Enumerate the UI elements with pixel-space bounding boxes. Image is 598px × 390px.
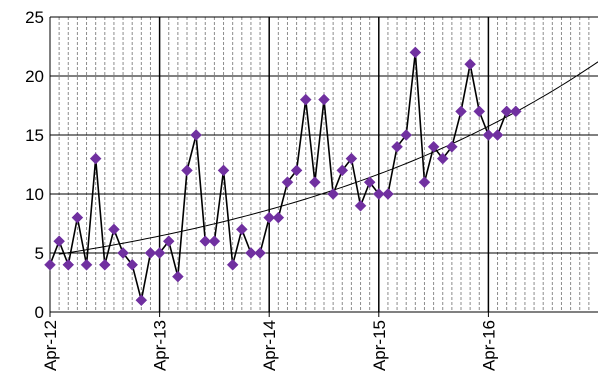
- data-point: [418, 176, 431, 189]
- data-point: [464, 58, 476, 71]
- data-point: [473, 105, 486, 118]
- x-tick-label: Apr-16: [479, 320, 498, 371]
- y-tick-label: 5: [35, 244, 44, 263]
- data-point: [427, 140, 440, 153]
- y-tick-label: 15: [25, 126, 44, 145]
- data-point: [263, 211, 276, 224]
- data-point: [272, 211, 285, 224]
- data-point: [482, 129, 495, 141]
- data-point: [290, 164, 303, 177]
- data-point: [345, 152, 358, 165]
- data-point: [446, 140, 458, 153]
- x-tick-label: Apr-15: [370, 320, 389, 371]
- data-point: [327, 188, 339, 200]
- data-point: [62, 258, 75, 271]
- data-point: [372, 188, 385, 200]
- y-tick-label: 0: [35, 303, 44, 322]
- data-point: [126, 258, 139, 271]
- data-point: [199, 235, 212, 248]
- y-tick-label: 10: [25, 185, 44, 204]
- x-tick-label: Apr-13: [151, 320, 170, 371]
- data-point: [208, 235, 221, 248]
- data-point: [318, 93, 330, 106]
- data-point: [309, 176, 321, 189]
- data-point: [80, 258, 93, 271]
- data-point: [44, 258, 56, 271]
- data-point: [226, 258, 239, 271]
- data-point: [455, 105, 467, 118]
- data-point: [382, 188, 394, 200]
- data-point: [135, 294, 148, 307]
- x-tick-label: Apr-14: [260, 320, 279, 371]
- data-point: [108, 223, 120, 236]
- data-point: [53, 235, 65, 248]
- data-point: [217, 164, 230, 177]
- trendline: [59, 61, 598, 255]
- data-point: [89, 152, 102, 165]
- series-line: [49, 52, 516, 301]
- data-point: [391, 140, 403, 153]
- data-point: [281, 176, 294, 189]
- y-tick-label: 25: [25, 8, 44, 27]
- data-point: [172, 270, 184, 283]
- data-point: [491, 129, 504, 141]
- data-point: [144, 247, 157, 259]
- data-point: [235, 223, 248, 236]
- data-point: [500, 105, 513, 118]
- data-point: [117, 247, 129, 259]
- data-point: [245, 247, 257, 259]
- data-point: [71, 211, 84, 224]
- data-point: [162, 235, 175, 248]
- data-point: [190, 129, 202, 141]
- data-point: [254, 247, 266, 259]
- y-tick-label: 20: [25, 67, 44, 86]
- x-tick-label: Apr-12: [41, 320, 60, 371]
- data-point: [363, 176, 376, 189]
- data-point: [181, 164, 193, 177]
- data-point: [336, 164, 349, 177]
- data-point: [354, 199, 367, 212]
- data-point: [409, 46, 422, 59]
- data-point: [98, 258, 111, 271]
- data-point: [400, 129, 413, 141]
- data-point: [153, 247, 166, 259]
- data-point: [436, 152, 449, 165]
- data-point: [509, 105, 522, 118]
- data-point: [299, 93, 312, 106]
